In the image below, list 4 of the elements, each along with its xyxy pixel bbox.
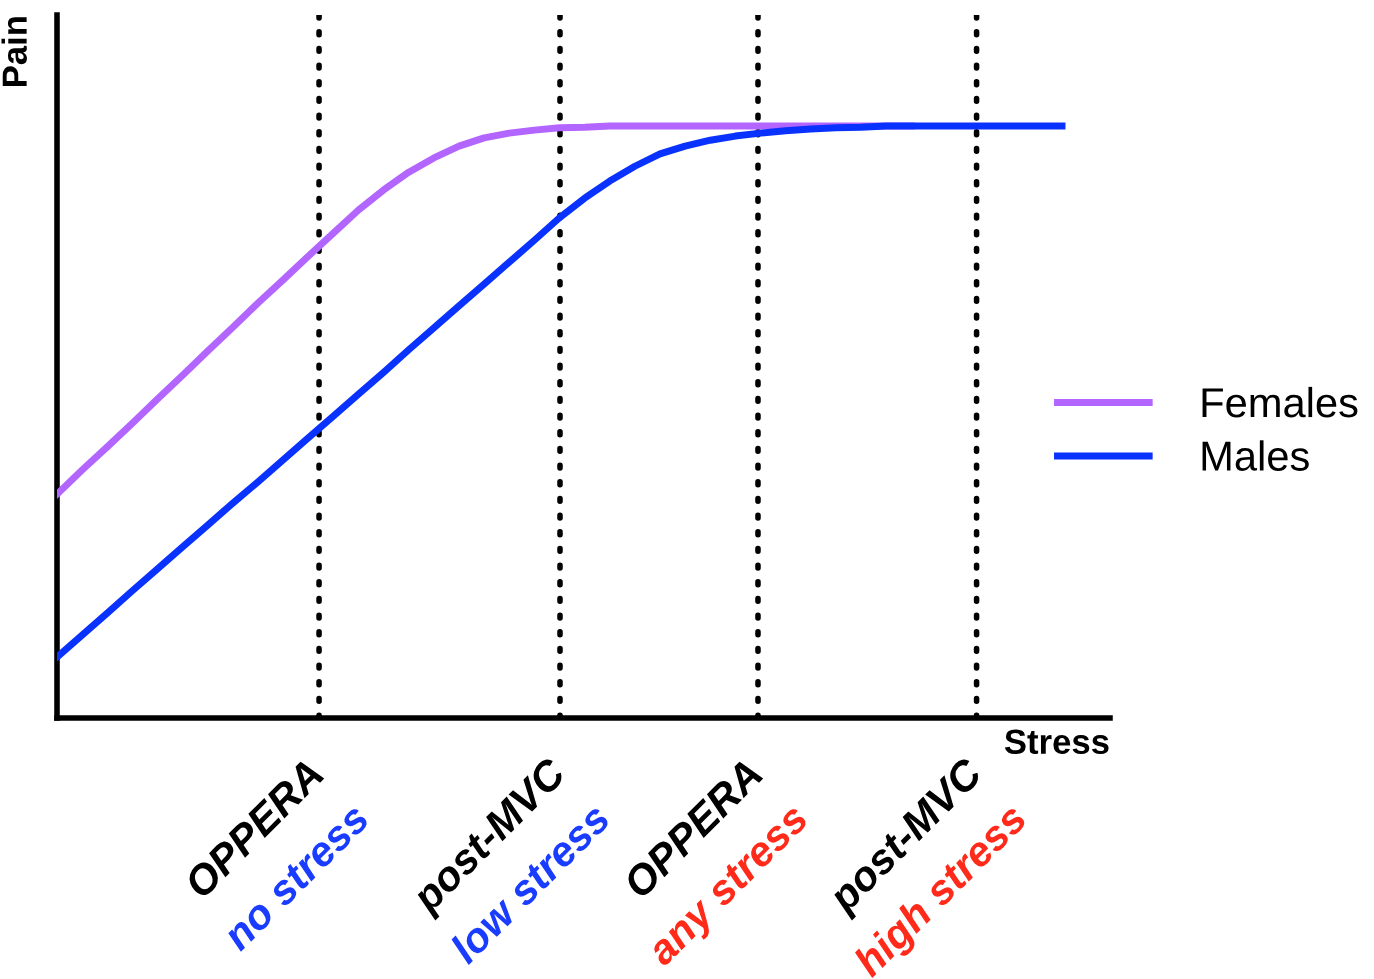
legend-label: Males (1202, 440, 1309, 471)
y-axis-title: Pain (1, 17, 27, 86)
legend-label: Females (1202, 386, 1358, 418)
x-axis-title: Stress (1004, 729, 1109, 755)
